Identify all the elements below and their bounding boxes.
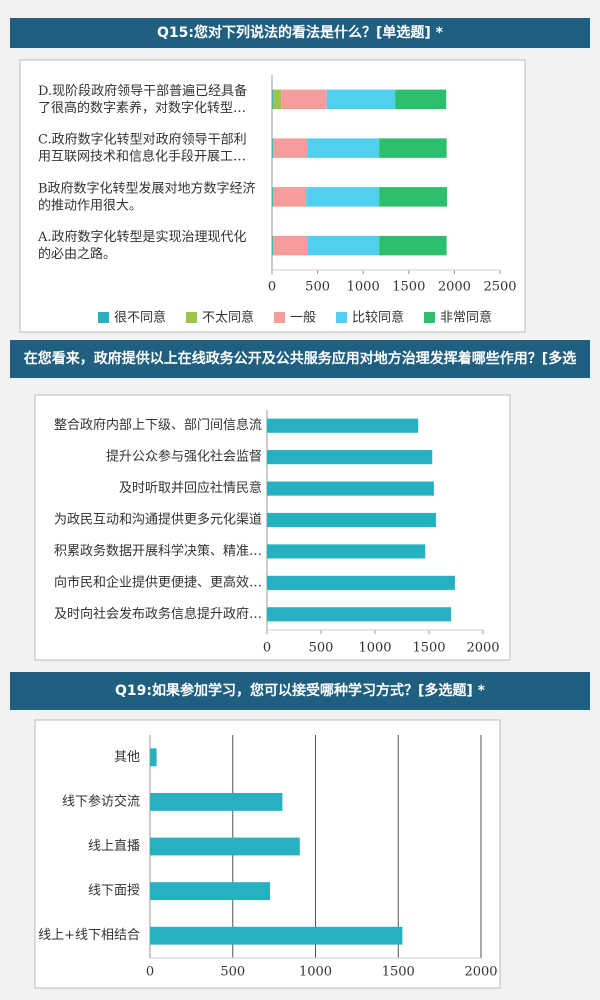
label-line: D.现阶段政府领导干部普遍已经具备: [38, 82, 247, 98]
label-line: 用互联网技术和信息化手段开展工…: [38, 148, 246, 164]
x-tick-label: 500: [305, 280, 330, 295]
legend-swatch: [186, 312, 197, 323]
x-tick-label: 0: [146, 965, 154, 980]
y-tick-label: 为政民互动和沟通提供更多元化渠道: [54, 512, 262, 528]
bar: [267, 512, 437, 528]
label-line: C.政府数字化转型对政府领导干部利: [38, 132, 247, 147]
bar-segment: [273, 235, 308, 256]
bar-segment: [379, 187, 448, 207]
bar: [150, 926, 403, 945]
x-tick-label: 1500: [382, 965, 415, 980]
bar: [267, 544, 426, 559]
y-tick-label: 及时听取并回应社情民意: [119, 480, 262, 496]
bar: [150, 748, 157, 767]
header-bar: [10, 672, 590, 710]
legend-label: 很不同意: [114, 310, 166, 326]
bar-segment: [272, 89, 282, 110]
y-tick-label: D.现阶段政府领导干部普遍已经具备了很高的数字素养，对数字化转型…: [38, 82, 247, 115]
bar: [150, 882, 270, 901]
y-tick-label: B政府数字化转型发展对地方数字经济的推动作用很大。: [38, 180, 256, 213]
bar-segment: [379, 235, 447, 256]
y-tick-label: 线下参访交流: [62, 793, 140, 809]
bar-segment: [272, 235, 273, 256]
y-tick-label: C.政府数字化转型对政府领导干部利用互联网技术和信息化手段开展工…: [38, 132, 247, 164]
x-tick-label: 500: [309, 641, 334, 656]
x-tick-label: 2000: [438, 280, 471, 295]
bar-segment: [306, 187, 380, 207]
bar: [150, 837, 300, 856]
bar-segment: [273, 187, 307, 207]
y-tick-label: 线上+线下相结合: [38, 928, 140, 943]
label-line: 了很高的数字素养，对数字化转型…: [38, 99, 246, 115]
x-tick-label: 1000: [347, 280, 380, 295]
label-line: A.政府数字化转型是实现治理现代化: [37, 230, 247, 245]
bar: [267, 481, 434, 496]
x-tick-label: 0: [268, 280, 276, 295]
bar: [267, 575, 455, 590]
legend-swatch: [98, 312, 109, 323]
y-tick-label: 及时向社会发布政务信息提升政府…: [54, 606, 262, 622]
x-tick-label: 1500: [392, 280, 425, 295]
bar-segment: [272, 187, 273, 207]
x-tick-label: 1000: [299, 965, 332, 980]
label-line: B政府数字化转型发展对地方数字经济: [38, 180, 256, 196]
bar-segment: [395, 89, 447, 110]
x-tick-label: 1000: [358, 641, 391, 656]
legend-label: 比较同意: [352, 310, 404, 326]
legend-swatch: [424, 312, 435, 323]
legend-label: 不太同意: [202, 310, 254, 326]
bar-segment: [379, 138, 447, 158]
y-tick-label: 提升公众参与强化社会监督: [106, 449, 262, 465]
y-tick-label: 线下面授: [88, 884, 140, 899]
bar: [267, 450, 433, 465]
bar-segment: [272, 89, 273, 110]
header-bar: [10, 18, 590, 48]
chart-title: Q15:您对下列说法的看法是什么？[单选题] *: [157, 24, 444, 41]
y-tick-label: 其他: [114, 750, 140, 765]
chart-title: 在您看来，政府提供以上在线政务公开及公共服务应用对地方治理发挥着哪些作用？[多选: [24, 350, 576, 367]
header-bar: [10, 340, 590, 378]
x-tick-label: 1500: [412, 641, 445, 656]
x-tick-label: 2000: [464, 965, 497, 980]
legend-label: 非常同意: [440, 310, 492, 326]
x-tick-label: 500: [220, 965, 245, 980]
bar: [150, 792, 283, 811]
legend-swatch: [336, 312, 347, 323]
y-tick-label: A.政府数字化转型是实现治理现代化的必由之路。: [37, 230, 247, 262]
y-tick-label: 整合政府内部上下级、部门间信息流: [54, 417, 262, 433]
bar-segment: [307, 235, 380, 256]
bar-segment: [273, 138, 308, 158]
bar: [267, 418, 419, 433]
label-line: 的必由之路。: [38, 246, 116, 262]
x-tick-label: 0: [263, 641, 271, 656]
bar-segment: [272, 138, 273, 158]
bar-segment: [307, 138, 380, 158]
y-tick-label: 线上直播: [88, 839, 140, 854]
x-tick-label: 2500: [483, 280, 516, 295]
label-line: 的推动作用很大。: [38, 197, 142, 213]
y-tick-label: 向市民和企业提供更便捷、更高效…: [54, 574, 262, 590]
x-tick-label: 2000: [466, 641, 499, 656]
bar-segment: [326, 89, 396, 110]
bar-segment: [281, 89, 327, 110]
y-tick-label: 积累政务数据开展科学决策、精准…: [54, 543, 262, 559]
chart-title: Q19:如果参加学习，您可以接受哪种学习方式？[多选题] *: [115, 682, 486, 699]
bar: [267, 607, 452, 622]
legend-label: 一般: [290, 310, 316, 326]
legend-swatch: [274, 312, 285, 323]
